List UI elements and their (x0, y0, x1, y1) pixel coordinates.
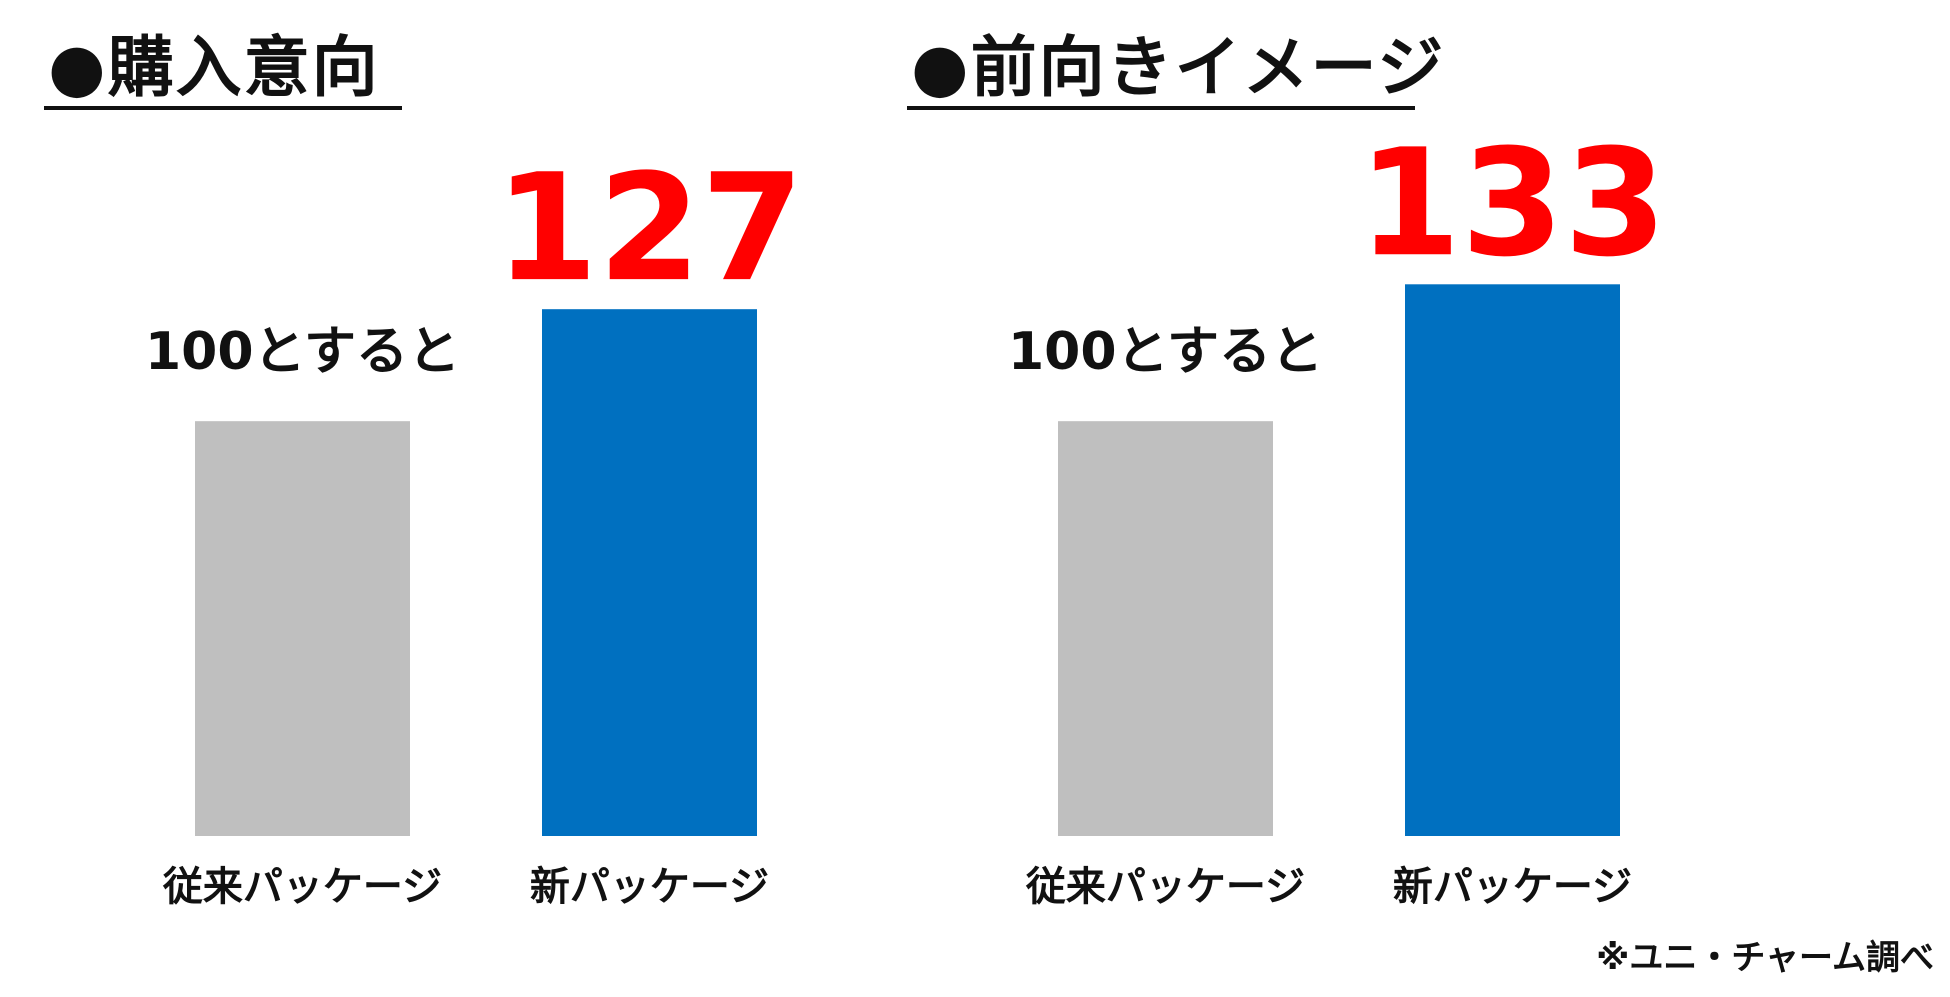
bar-value-label: 100とすると (145, 322, 460, 382)
bar-value-label: 127 (495, 142, 804, 314)
bar-value-label: 133 (1358, 117, 1667, 289)
chart-title: ●前向きイメージ (911, 29, 1446, 106)
title-underline (44, 106, 402, 110)
chart-positive-image: ●前向きイメージ 100とすると従来パッケージ 133 新パッケージ (863, 0, 1838, 997)
title-underline (907, 106, 1415, 110)
bar-new-package (1405, 284, 1620, 837)
chart-purchase-intent: ●購入意向 100とすると従来パッケージ 127 新パッケージ (44, 29, 804, 910)
footnote: ※ユニ・チャーム調べ (1596, 938, 1934, 978)
bar-value-label: 100とすると (1008, 322, 1323, 382)
chart-title: ●購入意向 (48, 29, 380, 106)
category-label: 従来パッケージ (1025, 864, 1305, 910)
category-label: 新パッケージ (530, 864, 769, 910)
bar-old-package (195, 421, 410, 836)
category-label: 新パッケージ (1393, 864, 1632, 910)
category-label: 従来パッケージ (162, 864, 442, 910)
bar-old-package (1058, 421, 1273, 836)
bar-new-package (542, 309, 757, 836)
